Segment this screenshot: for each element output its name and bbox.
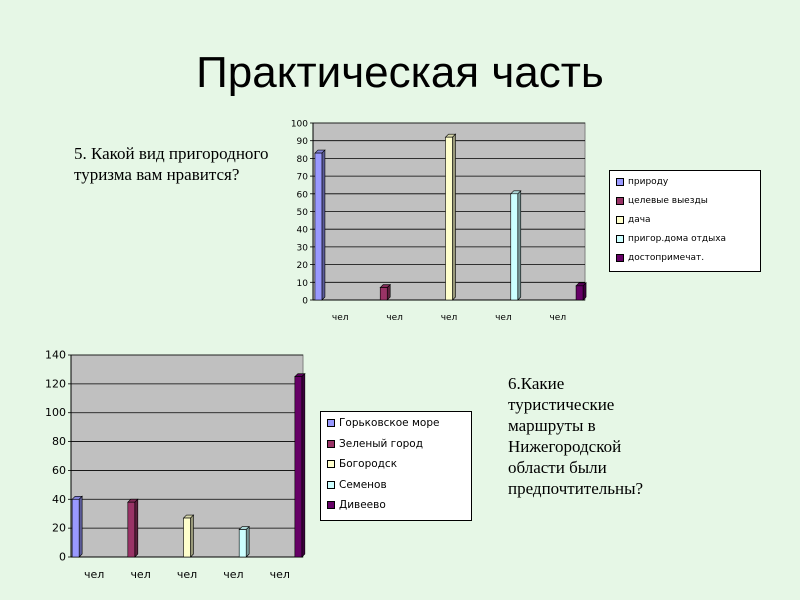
chart2-ytick-label: 20 (52, 522, 66, 535)
chart1-legend-label: природу (628, 177, 669, 187)
chart2-ytick-label: 120 (45, 377, 66, 390)
chart1-legend-label: пригор.дома отдыха (628, 234, 727, 244)
chart1-ytick-label: 40 (297, 226, 309, 236)
chart2-legend-swatch (327, 419, 335, 427)
chart1-ytick-label: 30 (297, 243, 309, 253)
chart1-legend-item: дача (616, 215, 651, 225)
chart-tourist-routes: 0 20 40 60 80 100 120 140 чел чел чел чел чел (45, 349, 306, 581)
chart1-legend-item: пригор.дома отдыха (616, 234, 726, 244)
chart2-ytick-label: 100 (45, 406, 66, 419)
chart2-legend-item: Зеленый город (327, 438, 423, 450)
chart1-category-label: чел (332, 313, 349, 323)
chart2-legend-swatch (327, 460, 335, 468)
chart2-ytick-label: 140 (45, 349, 66, 362)
chart1-legend-item: достопримечат. (616, 253, 704, 263)
chart1-legend-label: достопримечат. (628, 253, 705, 263)
chart1-ytick-label: 60 (297, 190, 309, 200)
chart1-category-label: чел (386, 313, 403, 323)
chart1-ytick-label: 50 (297, 208, 309, 218)
chart2-legend-swatch (327, 439, 335, 448)
chart1-bar (379, 283, 391, 301)
chart1-legend-swatch (616, 216, 624, 224)
chart1-ytick-label: 70 (297, 173, 309, 183)
chart2-legend-item: Богородск (327, 458, 397, 470)
chart2-legend-swatch (327, 501, 335, 509)
chart1-bar (575, 282, 587, 301)
page-title: Практическая часть (196, 48, 604, 97)
legend-tourist-routes: Горьковское море Зеленый город Богородск Се… (320, 411, 472, 521)
chart1-legend-swatch (616, 254, 624, 262)
chart1-legend-label: целевые выезды (628, 196, 708, 206)
chart2-legend-item: Семенов (327, 479, 387, 491)
chart2-category-label: чел (223, 568, 243, 581)
legend-suburban-tourism: природу целевые выезды дача пригор.дома отд… (609, 170, 761, 272)
chart1-ytick-label: 0 (302, 297, 308, 307)
chart2-bar (71, 495, 83, 558)
chart-suburban-tourism: 0 10 20 30 40 50 60 70 80 90 100 чел чел чел чел чел (291, 120, 587, 323)
chart2-bar (238, 525, 250, 558)
chart1-legend-swatch (616, 235, 624, 243)
question-2-text: 6.Какие туристические маршруты в Нижегор… (508, 374, 644, 498)
chart2-legend-label: Семенов (339, 478, 387, 491)
chart2-legend-label: Дивеево (339, 499, 386, 511)
chart1-legend-item: природу (616, 177, 668, 187)
chart1-legend-swatch (616, 197, 624, 205)
chart2-legend-label: Горьковское море (339, 417, 440, 429)
chart2-ytick-label: 60 (52, 464, 66, 477)
chart2-bar (127, 498, 139, 558)
chart1-ytick-label: 80 (297, 155, 309, 165)
chart1-bar (444, 133, 457, 301)
chart1-category-label: чел (495, 313, 512, 323)
chart2-category-label: чел (84, 568, 104, 581)
chart2-legend-item: Дивеево (327, 499, 386, 511)
chart2-ytick-label: 80 (52, 435, 66, 448)
chart2-legend-item: Горьковское море (327, 417, 439, 429)
chart2-ytick-label: 40 (52, 493, 66, 506)
chart2-category-label: чел (177, 568, 197, 581)
chart2-category-label: чел (130, 568, 150, 581)
chart1-bar (314, 149, 326, 301)
chart2-legend-label: Зеленый город (339, 437, 423, 450)
chart2-category-label: чел (270, 568, 290, 581)
chart2-legend-swatch (327, 480, 335, 489)
chart1-bar (510, 190, 522, 301)
chart1-ytick-label: 90 (297, 137, 309, 147)
chart1-legend-item: целевые выезды (616, 196, 708, 206)
chart1-legend-swatch (616, 178, 624, 186)
question-1-text: 5. Какой вид пригородного туризма вам нр… (74, 144, 269, 184)
chart2-bar (294, 372, 306, 558)
chart1-category-label: чел (549, 313, 566, 323)
chart1-legend-label: дача (628, 215, 651, 225)
chart2-bar (182, 514, 195, 558)
chart2-ytick-label: 0 (59, 551, 66, 564)
chart1-ytick-label: 100 (291, 120, 308, 130)
chart1-category-label: чел (441, 313, 458, 323)
chart2-legend-label: Богородск (339, 458, 398, 470)
chart1-ytick-label: 10 (297, 279, 309, 289)
chart1-ytick-label: 20 (297, 261, 309, 271)
